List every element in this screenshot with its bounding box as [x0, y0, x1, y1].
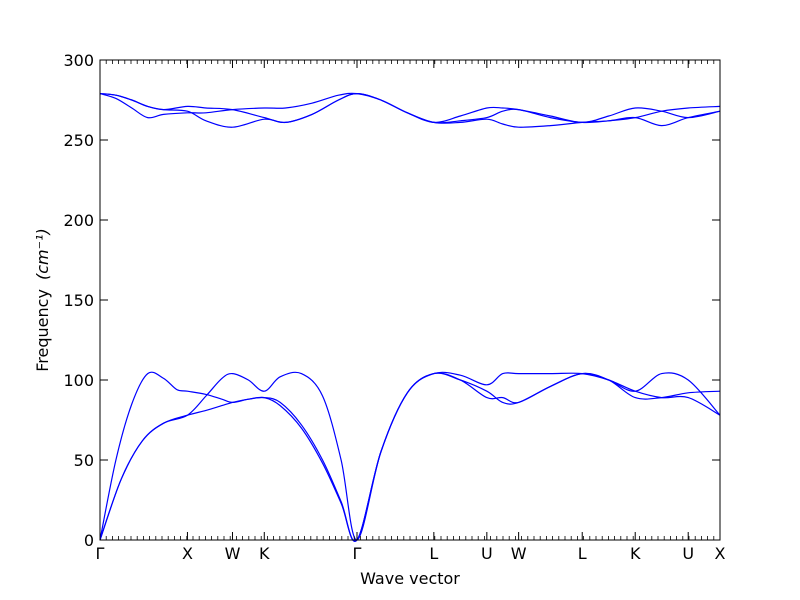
- y-tick-label: 50: [74, 451, 94, 470]
- y-tick-label: 200: [63, 211, 94, 230]
- x-tick-label: Γ: [96, 544, 105, 563]
- series-layer: [99, 92, 721, 542]
- x-axis-label: Wave vector: [360, 569, 460, 588]
- x-tick-label: W: [225, 544, 241, 563]
- x-tick-label: L: [578, 544, 587, 563]
- phonon-branch-6: [99, 92, 721, 128]
- y-tick-label: 0: [84, 531, 94, 550]
- x-tick-label: W: [511, 544, 527, 563]
- y-tick-label: 300: [63, 51, 94, 70]
- phonon-branch-3: [99, 371, 721, 541]
- plot-frame: [99, 59, 721, 541]
- y-tick-label: 250: [63, 131, 94, 150]
- phonon-branch-2: [99, 372, 721, 542]
- x-tick-label: U: [682, 544, 694, 563]
- phonon-branch-1: [99, 371, 721, 542]
- y-tick-label: 150: [63, 291, 94, 310]
- x-tick-label: Γ: [353, 544, 362, 563]
- x-tick-label: K: [259, 544, 270, 563]
- x-tick-label: U: [481, 544, 493, 563]
- x-tick-label: L: [429, 544, 438, 563]
- y-tick-label: 100: [63, 371, 94, 390]
- y-axis-label: Frequency (cm⁻¹): [33, 228, 52, 371]
- x-tick-label: K: [630, 544, 641, 563]
- x-tick-label: X: [182, 544, 193, 563]
- x-tick-label: X: [715, 544, 726, 563]
- y-axis-label-text: Frequency: [33, 289, 52, 372]
- y-axis: 0 50 100 150 200 250 300: [63, 51, 720, 550]
- y-axis-label-unit: (cm⁻¹): [33, 228, 52, 280]
